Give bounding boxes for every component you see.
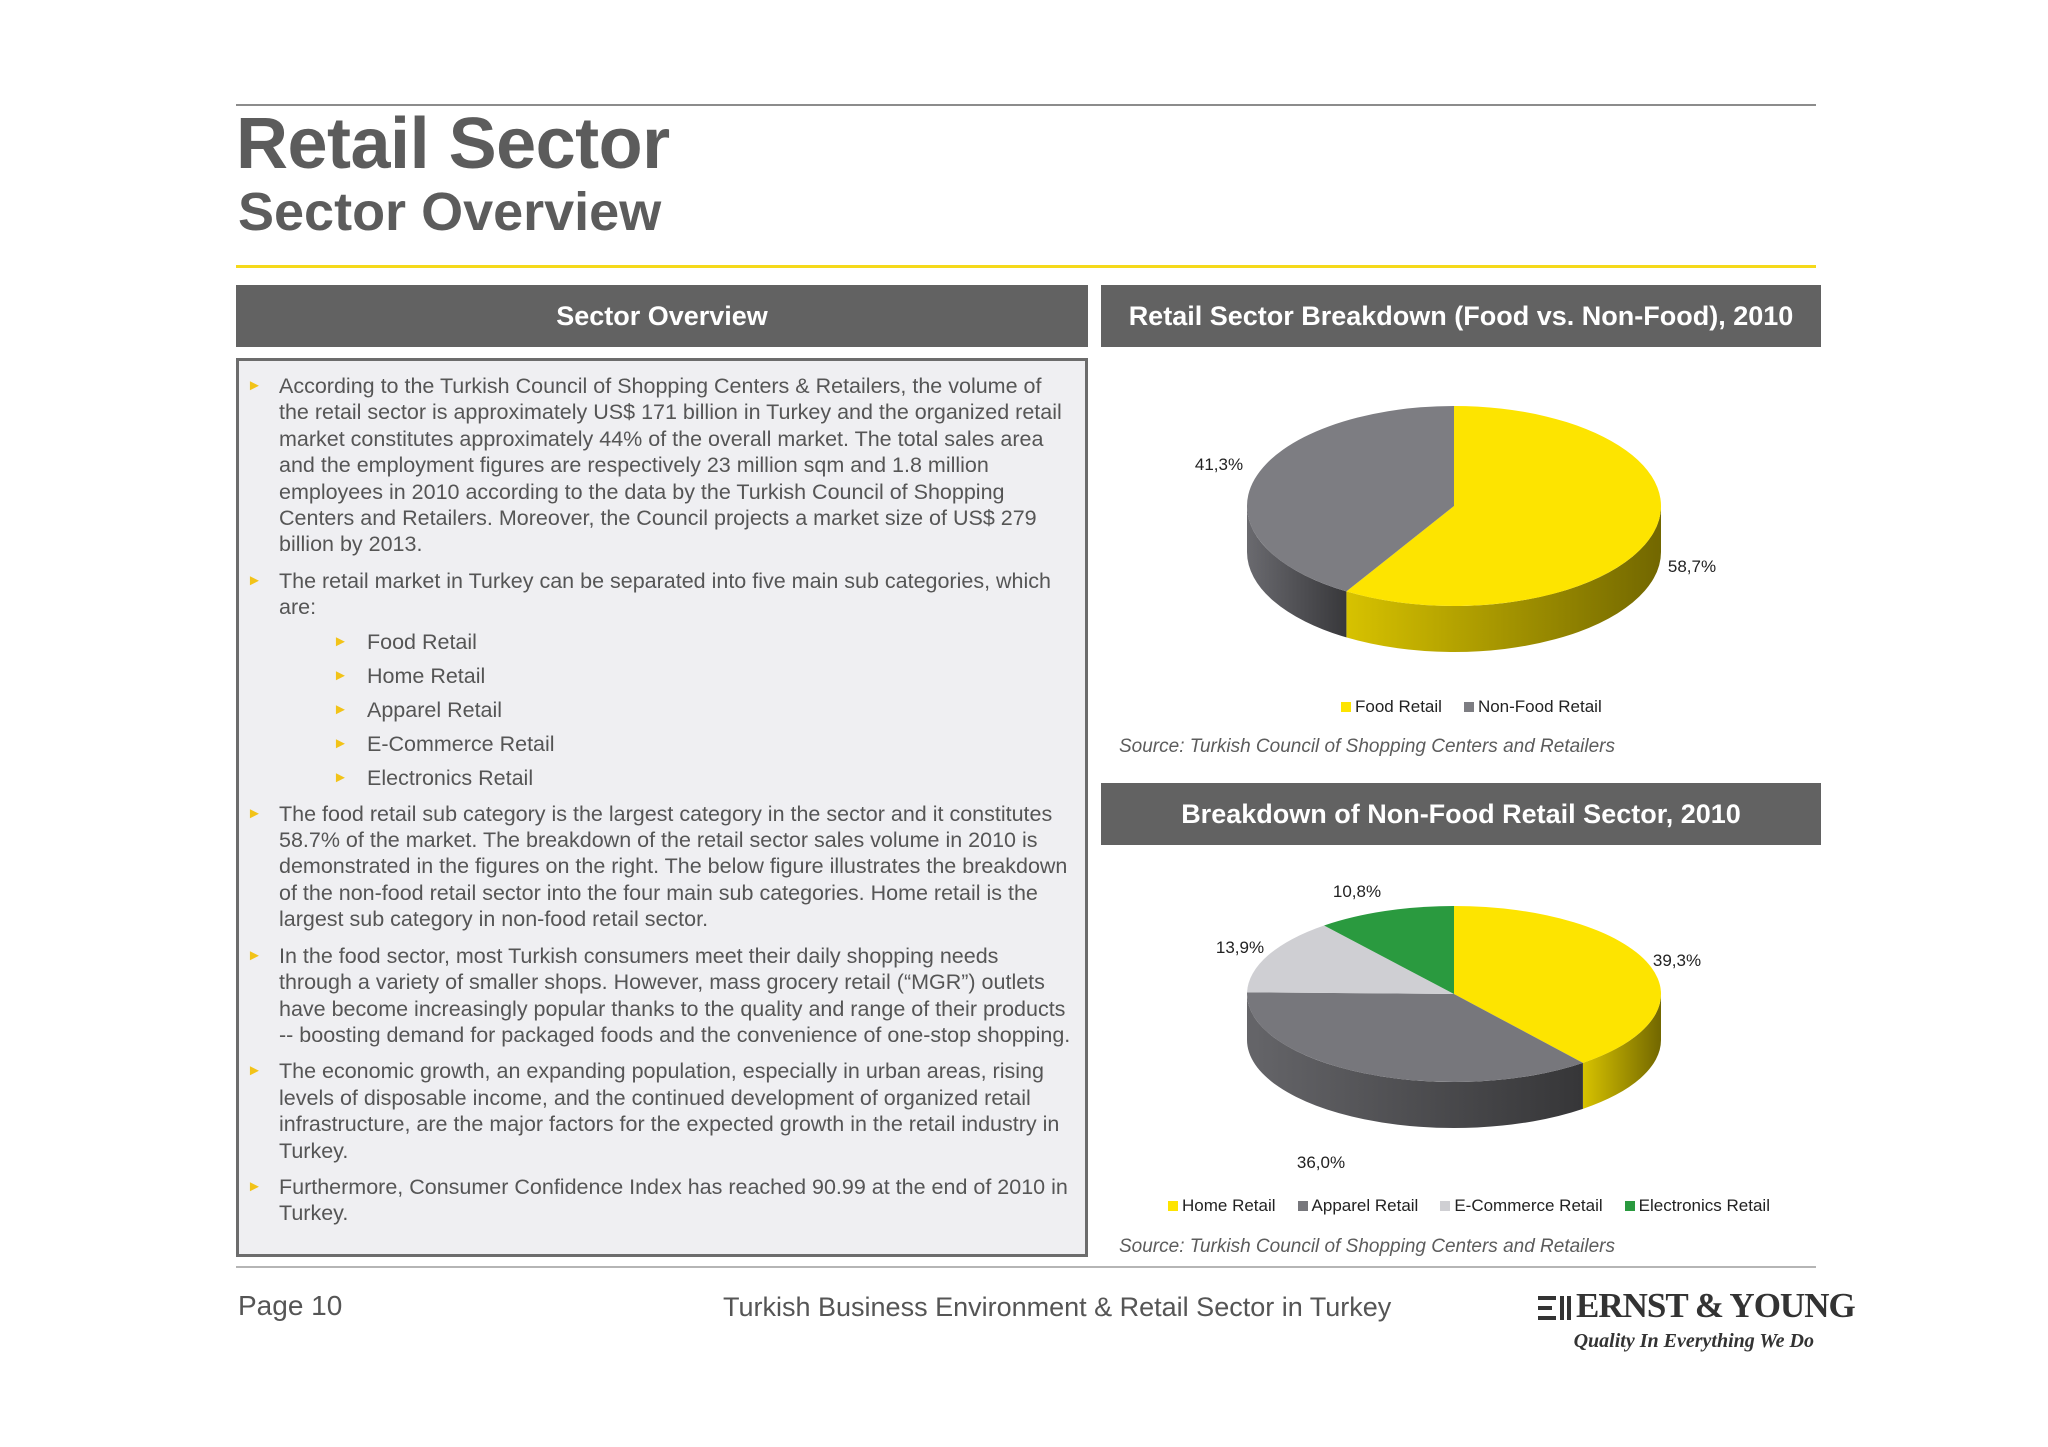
legend-label: E-Commerce Retail [1454,1196,1603,1215]
bullet-arrow-icon: ► [333,632,348,650]
pie-slice-e-commerce-retail [1247,925,1454,994]
pie-side-home-retail [1582,994,1661,1109]
bullet-arrow-icon: ► [247,571,262,589]
legend-item-food-retail: Food Retail [1341,697,1442,717]
bullet-arrow-icon: ► [247,804,262,822]
legend-label: Home Retail [1182,1196,1276,1215]
pie-slice-food-retail [1346,406,1661,606]
chart2-source: Source: Turkish Council of Shopping Cent… [1119,1236,1616,1257]
pie-label-apparel-retail: 36,0% [1297,1153,1345,1172]
legend-label: Electronics Retail [1638,1196,1770,1215]
pie-side-food-retail [1346,506,1661,652]
sub-category-item: ► Home Retail [333,663,486,688]
ey-logo-mark-icon [1538,1296,1571,1320]
pie-slice-non-food-retail [1247,406,1454,592]
bullet-arrow-icon: ► [247,1062,262,1080]
bullet-arrow-icon: ► [247,377,262,394]
legend-item-electronics-retail: Electronics Retail [1624,1196,1770,1216]
sub-category-item: ► E-Commerce Retail [333,731,555,756]
pie-label-home-retail: 39,3% [1653,951,1701,970]
bullet-arrow-icon: ► [333,768,348,786]
pie-label-e-commerce-retail: 13,9% [1216,938,1264,957]
legend-swatch [1168,1201,1178,1211]
legend-swatch [1463,702,1474,712]
bullet-list: ► According to the Turkish Council of Sho… [239,361,1085,1227]
sector-overview-text-box: ► According to the Turkish Council of Sho… [236,358,1088,1257]
footer-rule [236,1266,1816,1268]
header-divider [236,265,1816,268]
food-vs-nonfood-pie-chart: 58,7% 41,3% [1195,406,1716,652]
sub-category-item: ► Electronics Retail [333,765,534,790]
sector-overview-heading: Sector Overview [236,285,1088,347]
legend-item-e-commerce-retail: E-Commerce Retail [1440,1196,1603,1216]
pie-label-non-food-retail: 41,3% [1195,455,1243,474]
pie-slice-electronics-retail [1324,906,1454,994]
pie-side-non-food-retail [1247,506,1347,638]
legend-item-apparel-retail: Apparel Retail [1297,1196,1419,1216]
sub-category-item: ► Food Retail [333,629,477,654]
logo-tagline: Quality In Everything We Do [1573,1330,1814,1352]
bullet-item: ► According to the Turkish Council of Sho… [247,374,1062,557]
bullet-arrow-icon: ► [247,1177,262,1195]
pie-slice-apparel-retail [1247,992,1583,1082]
legend-item-non-food-retail: Non-Food Retail [1463,697,1602,717]
legend-swatch [1341,702,1351,712]
logo-wordmark: ERNST & YOUNG [1576,1286,1856,1325]
legend-label: Non-Food Retail [1477,697,1602,716]
bullet-item: ► In the food sector, most Turkish consum… [247,943,1071,1047]
pie-side-apparel-retail [1247,994,1583,1128]
bullet-item: ► The food retail sub category is the lar… [247,801,1068,932]
legend-swatch [1297,1201,1308,1211]
food-vs-nonfood-legend: Food Retail Non-Food Retail [1341,697,1602,717]
legend-swatch [1624,1201,1635,1211]
legend-label: Food Retail [1355,697,1442,716]
document-title: Turkish Business Environment & Retail Se… [723,1292,1392,1322]
nonfood-breakdown-chart-heading: Breakdown of Non-Food Retail Sector, 201… [1101,783,1821,845]
food-vs-nonfood-chart-heading: Retail Sector Breakdown (Food vs. Non-Fo… [1101,285,1821,347]
top-rule [236,104,1816,106]
bullet-arrow-icon: ► [333,700,348,718]
bullet-arrow-icon: ► [247,946,262,964]
page-subtitle: Sector Overview [238,182,662,242]
pie-label-food-retail: 58,7% [1668,557,1716,576]
nonfood-breakdown-legend: Home Retail Apparel Retail E-Commerce Reta… [1168,1196,1770,1216]
legend-item-home-retail: Home Retail [1168,1196,1276,1216]
bullet-item: ► Furthermore, Consumer Confidence Index … [247,1174,1068,1226]
page-number: Page 10 [238,1290,343,1321]
chart1-source: Source: Turkish Council of Shopping Cent… [1119,736,1616,757]
page-title: Retail Sector [236,104,670,184]
nonfood-breakdown-pie-chart: 39,3% 36,0% 13,9% 10,8% [1216,882,1701,1172]
pie-label-electronics-retail: 10,8% [1333,882,1381,901]
legend-label: Apparel Retail [1311,1196,1419,1215]
bullet-arrow-icon: ► [333,734,348,752]
ernst-young-logo: ERNST & YOUNG Quality In Everything We D… [1536,1286,1856,1356]
sub-category-list: ► Food Retail ► Home Retail ► Apparel Retai… [279,629,1075,791]
legend-swatch [1440,1201,1451,1211]
sub-category-item: ► Apparel Retail [333,697,503,722]
bullet-item: ► The retail market in Turkey can be sepa… [239,568,1075,791]
bullet-item: ► The economic growth, an expanding popul… [247,1059,1060,1163]
bullet-arrow-icon: ► [333,666,348,684]
pie-slice-home-retail [1454,906,1661,1063]
